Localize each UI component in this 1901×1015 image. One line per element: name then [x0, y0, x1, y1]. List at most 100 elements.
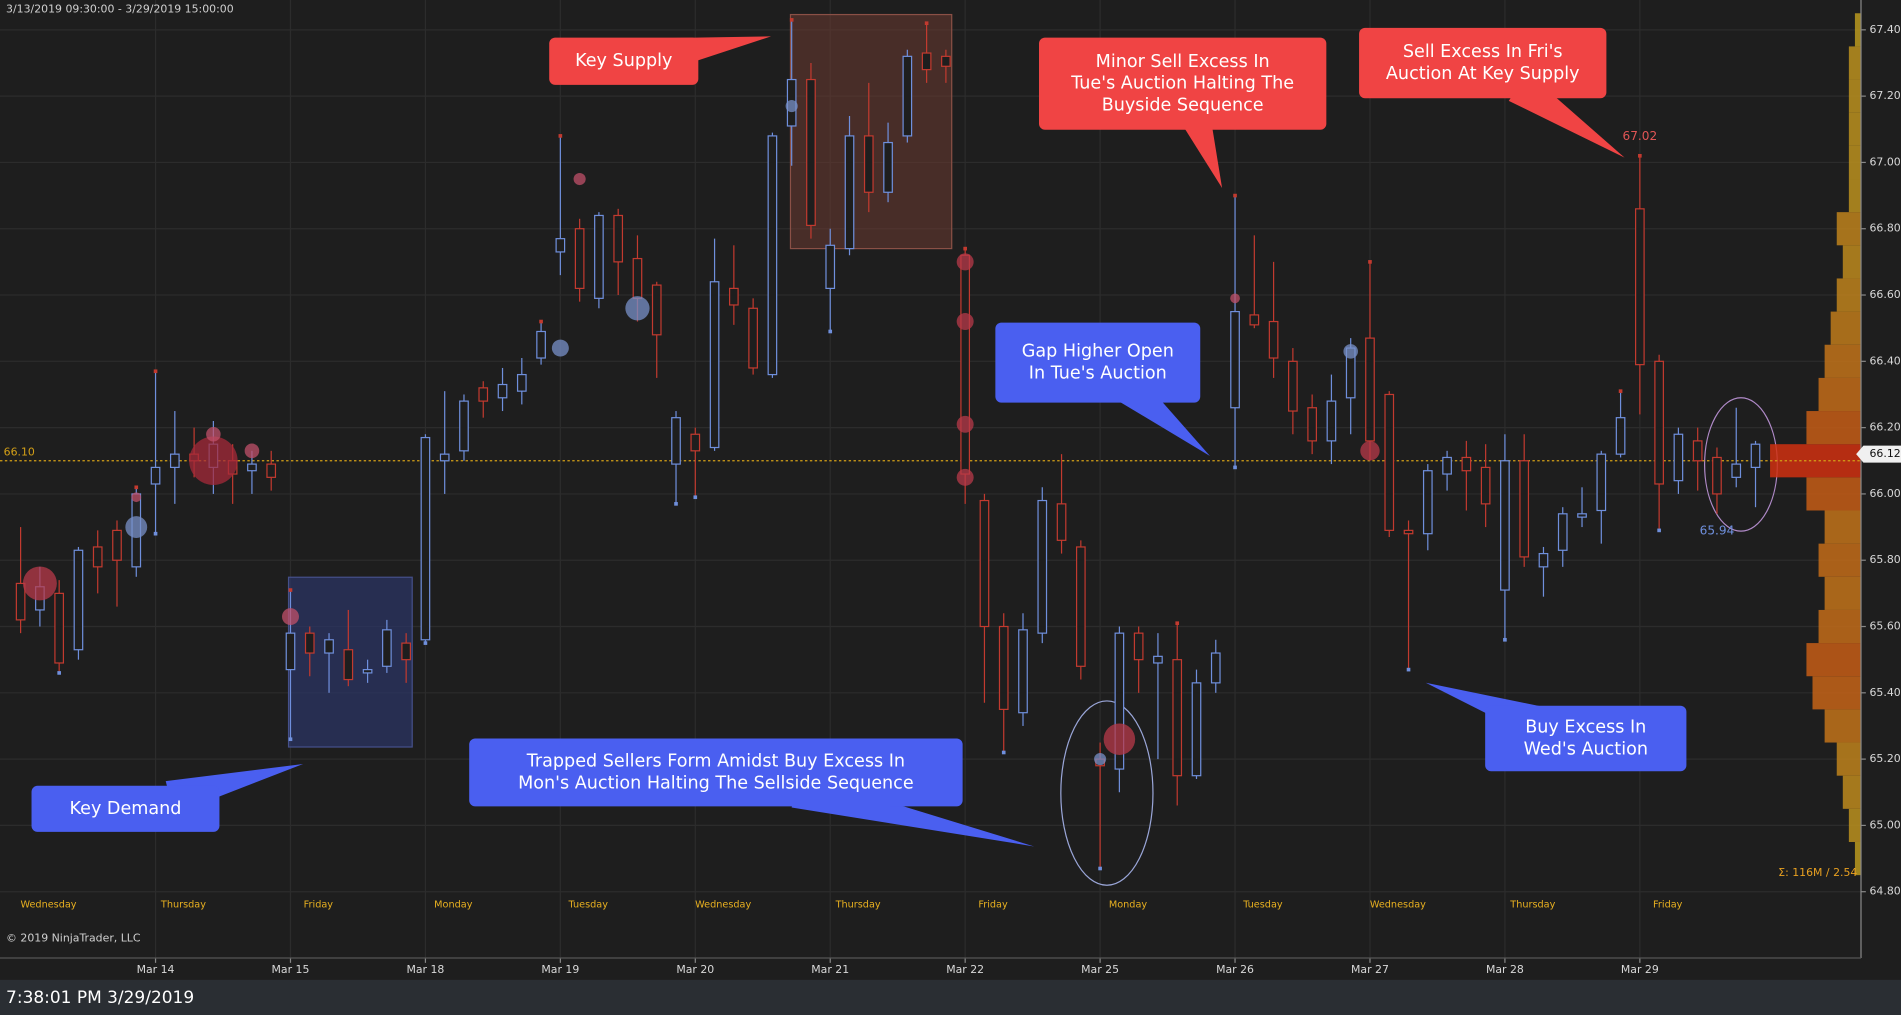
y-tick-label: 67.00: [1869, 155, 1900, 168]
candle-body: [555, 238, 566, 253]
plot: [0, 13, 1866, 893]
profile-bar: [1854, 841, 1861, 876]
candle-body: [1615, 417, 1626, 455]
candle-body: [266, 463, 277, 478]
y-tick-label: 67.20: [1869, 89, 1900, 102]
volume-bubble: [189, 436, 238, 486]
session-extreme: [134, 485, 139, 490]
session-extreme: [153, 531, 158, 536]
volume-bubble: [1230, 293, 1240, 304]
candle-body: [1133, 632, 1144, 661]
high-label: 67.02: [1623, 129, 1658, 143]
volume-bubble: [956, 253, 974, 271]
session-extreme: [1618, 389, 1623, 393]
last-price-marker: [1856, 445, 1901, 463]
profile-bar: [1806, 643, 1861, 677]
session-extreme: [1638, 153, 1642, 158]
candle-body: [459, 400, 469, 452]
session-label: Wednesday: [20, 900, 76, 911]
candle-body: [439, 453, 450, 462]
candle-body: [709, 281, 720, 449]
highlight-ellipse: [1060, 700, 1154, 886]
status-bar: [0, 979, 1901, 1015]
profile-bar: [1854, 13, 1861, 47]
session-label: Monday: [1109, 900, 1148, 911]
profile-bar: [1848, 145, 1861, 180]
candle-body: [613, 214, 624, 263]
candle-body: [1500, 460, 1510, 591]
candle-body: [690, 433, 701, 452]
x-tick-label: Mar 19: [541, 963, 579, 976]
session-extreme: [288, 737, 293, 742]
candle-body: [1403, 529, 1414, 535]
candle-body: [169, 453, 180, 469]
candle-body: [1056, 503, 1067, 541]
candle-body: [536, 330, 546, 359]
profile-bar: [1848, 179, 1861, 213]
y-tick-label: 66.00: [1869, 487, 1900, 500]
candle-body: [1692, 440, 1703, 462]
candle-body: [825, 244, 836, 290]
session-label: Thursday: [1509, 900, 1555, 911]
session-extreme: [1175, 621, 1180, 626]
session-extreme: [423, 641, 428, 645]
callout-text: Mon's Auction Halting The Sellside Seque…: [518, 773, 914, 793]
callout-text: Auction At Key Supply: [1386, 64, 1580, 84]
candle-body: [247, 463, 257, 472]
callout-box: [1039, 37, 1327, 130]
callout-box: [995, 322, 1201, 403]
callout-text: Gap Higher Open: [1022, 342, 1174, 362]
y-tick-label: 65.40: [1869, 686, 1900, 699]
y-tick-label: 65.60: [1869, 620, 1900, 633]
volume-bubble: [281, 608, 299, 626]
candle-body: [863, 135, 874, 193]
volume-bubble: [1343, 344, 1358, 359]
reference-label: 66.10: [4, 445, 35, 458]
volume-bubble: [1360, 441, 1380, 461]
volume-bubble: [131, 492, 142, 503]
candle-body: [1712, 456, 1722, 495]
candle-body: [1307, 407, 1318, 442]
session-extreme: [153, 369, 158, 374]
y-tick-label: 65.80: [1869, 553, 1900, 566]
profile-bar: [1806, 411, 1861, 445]
candle-body: [960, 254, 971, 475]
y-tick-label: 66.40: [1869, 354, 1900, 367]
candle-body: [1577, 513, 1587, 518]
candle-body: [112, 529, 122, 561]
x-tick-label: Mar 27: [1351, 963, 1389, 976]
profile-bar: [1824, 510, 1861, 544]
profile-bar: [1836, 278, 1861, 312]
x-tick-label: Mar 29: [1621, 963, 1659, 976]
callout-box: [1359, 27, 1607, 99]
candle-body: [382, 629, 392, 667]
candle-body: [285, 632, 296, 671]
profile-bar: [1842, 245, 1861, 279]
candle-body: [1037, 499, 1048, 634]
profile-bar: [1836, 212, 1861, 246]
callout-box: [549, 37, 699, 85]
candle-body: [401, 642, 411, 661]
y-tick-label: 66.80: [1869, 222, 1900, 235]
candle-body: [73, 549, 84, 651]
candle-body: [1114, 632, 1125, 770]
callout-text: Trapped Sellers Form Amidst Buy Excess I…: [526, 752, 905, 772]
candle-body: [1442, 456, 1452, 475]
session-label: Wednesday: [1370, 900, 1426, 911]
profile-bar: [1818, 543, 1861, 577]
candle-body: [979, 499, 990, 628]
candle-body: [1153, 655, 1163, 664]
candle-body: [1422, 470, 1433, 535]
callout-text: Minor Sell Excess In: [1096, 52, 1270, 72]
candle-body: [150, 466, 161, 485]
volume-bubble: [125, 516, 148, 538]
candle-body: [478, 387, 489, 402]
candle-body: [1461, 456, 1472, 472]
volume-bubble: [1103, 723, 1136, 755]
profile-bar: [1824, 709, 1861, 743]
candle-body: [1075, 546, 1086, 667]
candle-body: [921, 52, 932, 71]
candle-body: [1365, 337, 1375, 442]
candle-body: [343, 649, 354, 681]
session-extreme: [828, 329, 833, 334]
